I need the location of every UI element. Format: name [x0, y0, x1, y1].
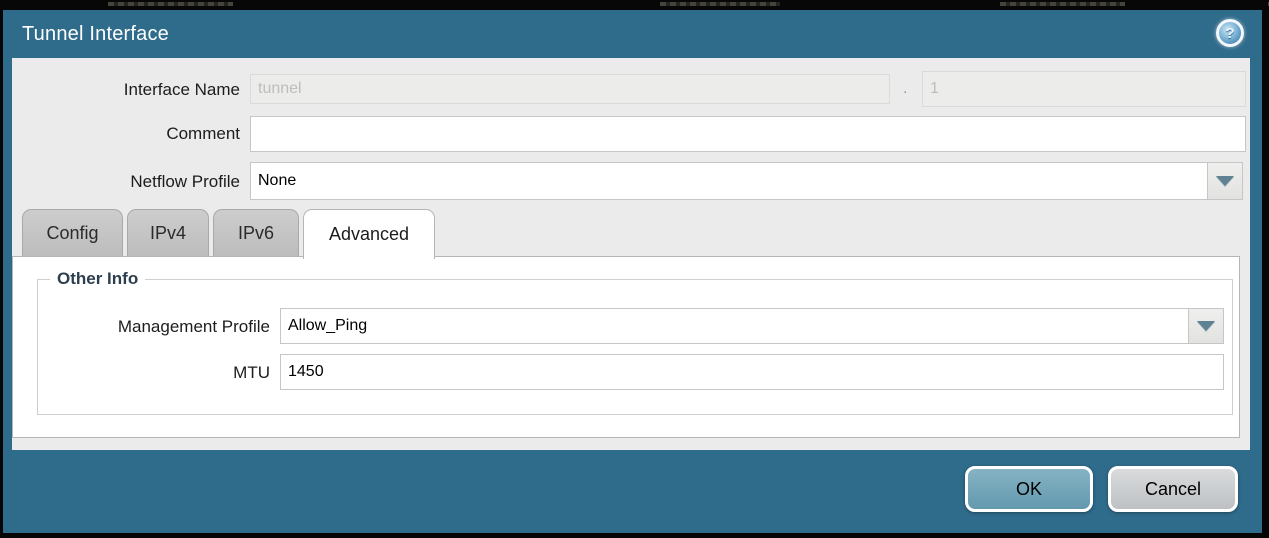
dialog-titlebar: Tunnel Interface ?	[3, 10, 1262, 58]
netflow-profile-label: Netflow Profile	[130, 172, 240, 191]
chevron-down-icon	[1197, 321, 1215, 331]
other-info-section-title: Other Info	[50, 269, 146, 289]
mtu-input[interactable]	[280, 354, 1224, 390]
background-blur-text	[108, 2, 233, 6]
advanced-tab-panel: Other Info Management Profile MTU	[12, 256, 1240, 438]
chevron-down-icon	[1216, 176, 1234, 186]
help-icon[interactable]: ?	[1216, 19, 1244, 47]
tunnel-interface-dialog: Tunnel Interface ? Interface Name . Comm…	[3, 10, 1262, 533]
background-page-strip	[0, 0, 1269, 10]
netflow-profile-dropdown-button[interactable]	[1208, 162, 1243, 200]
mtu-label: MTU	[233, 363, 270, 382]
tab-ipv4[interactable]: IPv4	[127, 209, 209, 257]
dialog-title: Tunnel Interface	[22, 22, 169, 45]
interface-unit-input	[922, 71, 1246, 107]
ok-button[interactable]: OK	[965, 466, 1093, 512]
other-info-section: Other Info Management Profile MTU	[37, 269, 1233, 415]
interface-name-input	[250, 74, 890, 104]
tab-ipv6[interactable]: IPv6	[213, 209, 299, 257]
management-profile-input[interactable]	[280, 308, 1189, 344]
background-blur-text	[1000, 2, 1125, 6]
form-area: Interface Name . Comment Netflow Profile…	[12, 58, 1250, 450]
tab-config[interactable]: Config	[22, 209, 123, 257]
dialog-footer: OK Cancel	[3, 450, 1262, 533]
netflow-profile-input[interactable]	[250, 162, 1208, 200]
management-profile-dropdown-button[interactable]	[1189, 308, 1224, 344]
comment-label: Comment	[166, 124, 240, 143]
interface-name-separator: .	[903, 80, 908, 97]
comment-input[interactable]	[250, 116, 1246, 152]
interface-name-label: Interface Name	[123, 80, 240, 99]
background-blur-text	[660, 2, 780, 6]
tab-advanced[interactable]: Advanced	[303, 209, 435, 259]
cancel-button[interactable]: Cancel	[1108, 466, 1238, 512]
management-profile-label: Management Profile	[117, 317, 270, 336]
tab-bar: Config IPv4 IPv6 Advanced	[22, 209, 435, 259]
